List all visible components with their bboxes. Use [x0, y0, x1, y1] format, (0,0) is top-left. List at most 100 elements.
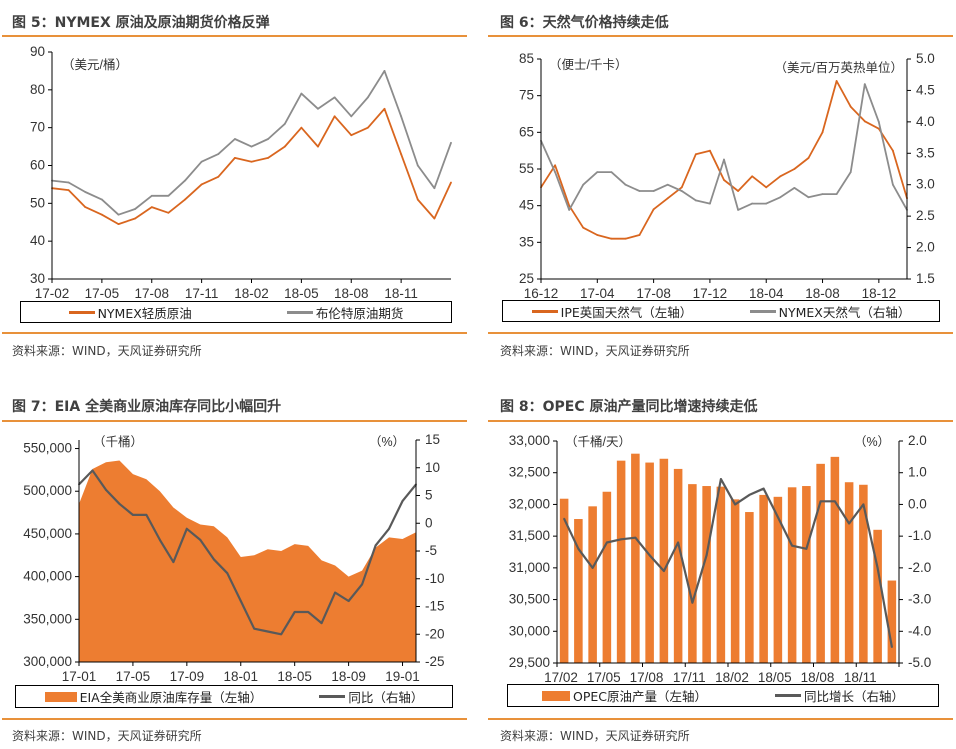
data-point [751, 202, 754, 205]
source-note: 资料来源：WIND，天风证券研究所 [500, 729, 690, 743]
data-point [317, 107, 319, 110]
data-point [334, 591, 337, 594]
source-note: 资料来源：WIND，天风证券研究所 [500, 344, 690, 358]
x-tick-label: 17-08 [134, 286, 169, 301]
data-point [150, 194, 153, 197]
y-tick-label-right: 10 [425, 460, 440, 475]
data-point [849, 105, 852, 108]
data-point [300, 92, 303, 95]
data-point [666, 197, 669, 200]
chart-5: 30 40 50 60 70 80 90 17-02 17-05 17-08 17-11 18-02 1… [30, 44, 452, 301]
x-tick-label: 17-11 [185, 286, 219, 301]
data-point [333, 96, 336, 99]
line-series [78, 469, 417, 636]
data-point [876, 566, 879, 569]
y-tick-label-right: -3.0 [908, 592, 931, 607]
data-point [582, 183, 585, 186]
legend-label: OPEC原油产量（左轴） [572, 689, 707, 704]
y-tick-label-right: 4.0 [916, 114, 935, 129]
data-point [638, 234, 641, 236]
data-point [91, 469, 94, 472]
y-tick-label: 80 [30, 82, 45, 97]
x-tick-label: 18/11 [844, 670, 877, 685]
data-point [638, 190, 641, 192]
x-tick-label: 18-12 [862, 286, 897, 301]
y-tick-label-right: 2.5 [916, 208, 935, 223]
data-point [401, 500, 404, 502]
data-point [705, 554, 708, 557]
y-tick-label: 30,500 [509, 592, 550, 607]
legend-item-wti: NYMEX轻质原油 [68, 303, 192, 322]
data-point [300, 126, 303, 129]
data-point [374, 544, 377, 547]
data-point [890, 646, 893, 649]
unit-label-left: （千桶） [93, 434, 143, 449]
x-tick-label: 19-01 [385, 669, 420, 684]
y-tick-label-right: 15 [425, 432, 440, 447]
bar [702, 486, 711, 663]
data-point [863, 120, 866, 123]
y-tick-label: 30 [30, 271, 45, 286]
y-tick-label-right: -15 [425, 599, 445, 614]
data-point [835, 193, 838, 196]
x-tick-label: 18/02 [715, 670, 749, 685]
data-point [648, 554, 651, 557]
bar [830, 456, 840, 663]
bar [559, 498, 569, 663]
bar [787, 487, 797, 663]
bar [859, 484, 868, 663]
data-point [333, 115, 336, 118]
y-tick-label: 450,000 [23, 526, 72, 541]
y-tick-label: 40 [30, 233, 45, 248]
data-point [677, 541, 680, 544]
data-point [680, 190, 683, 192]
line-series [51, 107, 452, 226]
x-tick-label: 18-11 [384, 286, 418, 301]
y-tick-label-right: 2.0 [916, 240, 935, 255]
data-point [67, 189, 70, 191]
data-point [793, 186, 796, 189]
y-tick-label-right: -5 [425, 543, 437, 558]
y-tick-label: 60 [30, 158, 45, 173]
data-point [723, 158, 725, 161]
y-tick-label-right: 0.0 [908, 496, 927, 511]
x-tick-label: 18/08 [801, 670, 835, 685]
bar [773, 496, 783, 663]
data-point [200, 183, 203, 186]
x-tick-label: 17/08 [630, 670, 664, 685]
y-tick-label-right: 5.0 [916, 51, 935, 66]
y-tick-label-right: 0 [425, 515, 433, 530]
data-point [848, 522, 851, 525]
legend-item-nymex-gas: NYMEX天然气（右轴） [749, 302, 910, 321]
bar [759, 494, 768, 663]
data-point [366, 96, 369, 99]
data-point [283, 145, 286, 148]
y-tick-label: 50 [30, 195, 45, 210]
data-point [350, 115, 353, 118]
legend-label: 同比增长（右轴） [803, 689, 904, 704]
chart-title-7: 图 7：EIA 全美商业原油库存同比小幅回升 [12, 399, 282, 415]
area-series [79, 460, 416, 662]
data-point [807, 196, 810, 199]
x-tick-label: 17-04 [580, 286, 615, 301]
y-tick-label: 300,000 [23, 654, 72, 669]
data-point [652, 208, 655, 211]
data-point [694, 199, 697, 202]
data-point [791, 544, 794, 547]
y-tick-label: 65 [519, 124, 534, 139]
data-point [167, 194, 170, 197]
y-tick-label-right: -4.0 [908, 623, 931, 638]
source-note: 资料来源：WIND，天风证券研究所 [12, 729, 202, 743]
legend-swatch [286, 310, 313, 314]
legend-item-opec: OPEC原油产量（左轴） [541, 686, 707, 705]
legend-swatch [531, 309, 558, 313]
y-tick-label: 30,000 [509, 623, 550, 638]
data-point [793, 168, 796, 170]
bar [574, 519, 583, 663]
x-tick-label: 18-09 [331, 669, 366, 684]
bar [887, 580, 897, 663]
unit-label-right: （%） [369, 435, 405, 449]
data-point [67, 181, 70, 184]
legend-7: EIA全美商业原油库存量（左轴） 同比（右轴） [15, 685, 453, 708]
legend-item-stock: EIA全美商业原油库存量（左轴） [44, 687, 262, 706]
